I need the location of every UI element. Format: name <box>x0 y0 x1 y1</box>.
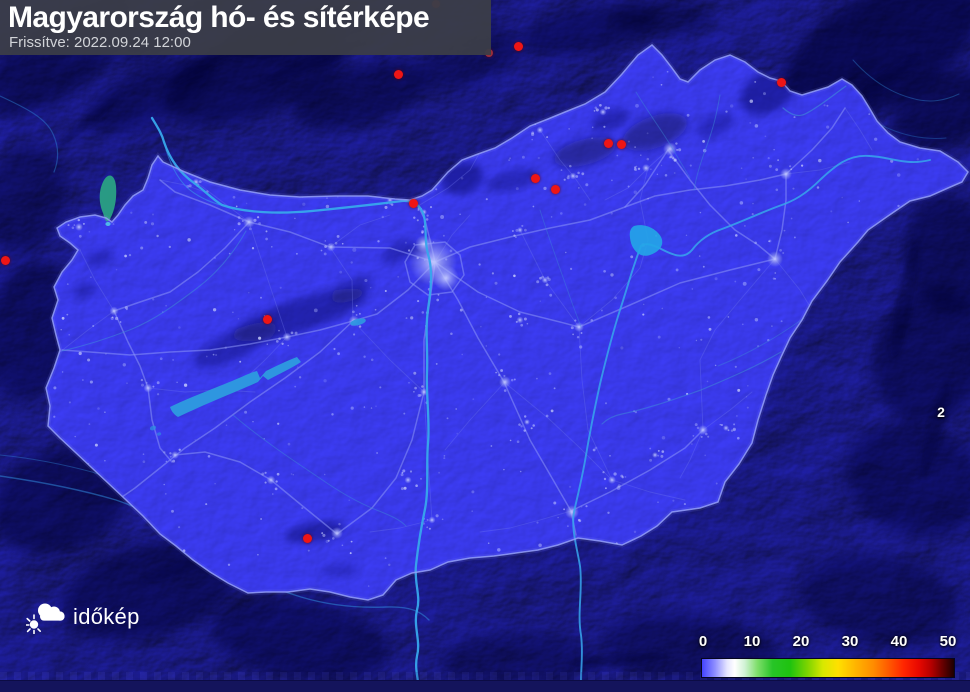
webcam-marker[interactable] <box>513 41 523 51</box>
webcam-marker[interactable] <box>302 533 312 543</box>
updated-timestamp: Frissítve: 2022.09.24 12:00 <box>9 34 191 51</box>
lake <box>156 432 162 436</box>
page-title: Magyarország hó- és sítérképe <box>8 1 430 34</box>
title-panel: Magyarország hó- és sítérképe Frissítve:… <box>0 0 491 55</box>
idokep-logo: időkép <box>26 600 140 634</box>
webcam-marker[interactable] <box>530 173 540 183</box>
city-glows <box>75 108 792 539</box>
webcam-marker[interactable] <box>0 255 10 265</box>
webcam-marker[interactable] <box>603 138 613 148</box>
lake <box>170 357 301 417</box>
lake <box>149 425 157 431</box>
legend-tick-label: 50 <box>939 633 957 650</box>
inside-mountains <box>73 69 796 577</box>
snow-depth-label: 2 <box>937 404 945 420</box>
legend-tick-label: 30 <box>841 633 859 650</box>
logo-text: időkép <box>73 604 140 629</box>
webcam-marker[interactable] <box>393 69 403 79</box>
cloud-sun-icon <box>26 603 65 634</box>
lakes <box>99 175 663 436</box>
lake <box>350 318 366 326</box>
legend-tick-label: 10 <box>743 633 761 650</box>
hungary-border <box>45 44 969 601</box>
lake <box>105 222 111 226</box>
webcam-marker[interactable] <box>550 184 560 194</box>
legend-gradient-bar <box>701 658 955 678</box>
webcam-marker[interactable] <box>776 77 786 87</box>
snow-depth-legend: 0 10 20 30 40 50 <box>692 633 966 683</box>
legend-tick-label: 40 <box>890 633 908 650</box>
legend-tick-label: 20 <box>792 633 810 650</box>
webcam-marker[interactable] <box>262 314 272 324</box>
lake <box>99 175 117 222</box>
legend-tick-label: 0 <box>698 633 708 650</box>
bottom-texture-strip <box>0 672 970 680</box>
rivers <box>61 85 931 692</box>
webcam-marker[interactable] <box>616 139 626 149</box>
webcam-marker[interactable] <box>408 198 418 208</box>
bottom-dark-strip <box>0 680 970 692</box>
lake <box>629 225 663 256</box>
